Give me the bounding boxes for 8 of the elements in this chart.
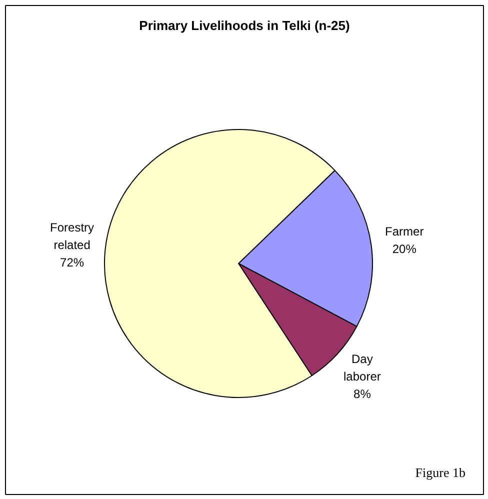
slice-label: Forestry related: [50, 220, 94, 252]
data-label: 8%: [354, 386, 372, 401]
slice-label: Farmer: [385, 224, 424, 238]
caption: Figure 1b: [415, 465, 466, 480]
data-label: 20%: [392, 242, 417, 256]
chart-title: Primary Livelihoods in Telki (n-25): [139, 18, 350, 33]
slice-label: Day laborer: [344, 352, 381, 384]
data-label: 72%: [60, 255, 84, 270]
